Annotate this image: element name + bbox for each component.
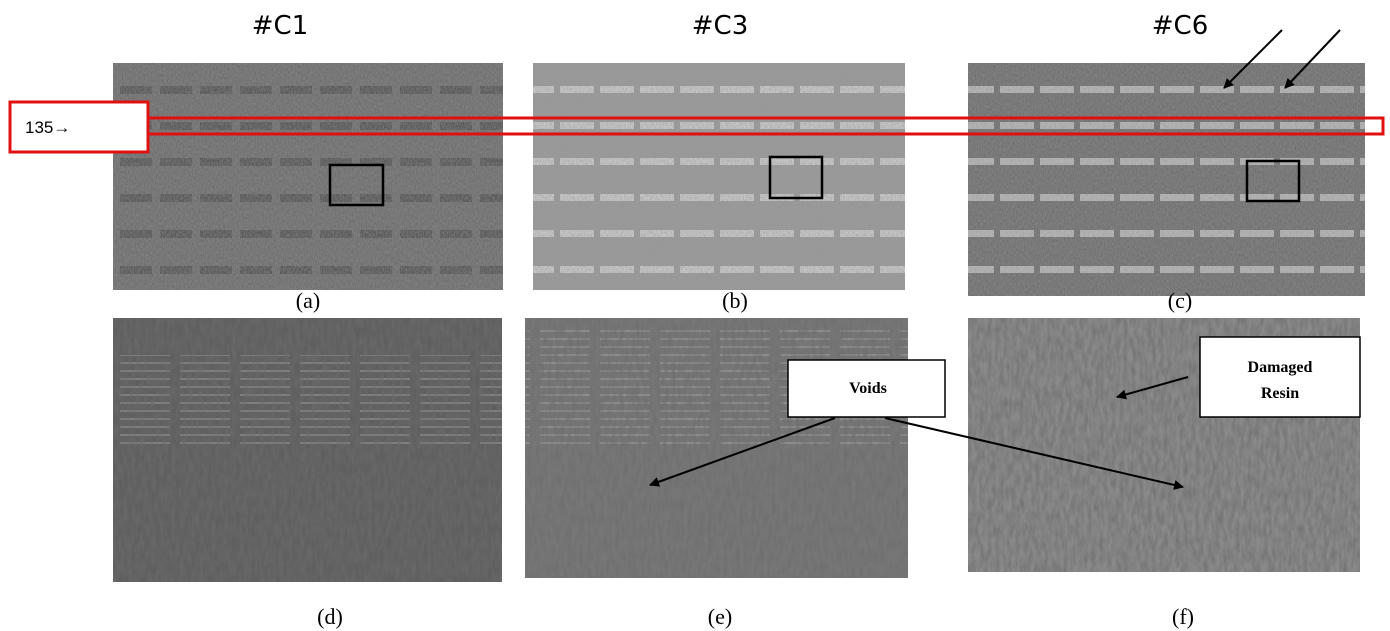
- micrograph: [525, 318, 908, 578]
- panel-label: (d): [317, 604, 343, 629]
- callout-text: Damaged: [1248, 359, 1313, 376]
- panel-label: (c): [1168, 288, 1192, 313]
- micrograph: [113, 318, 502, 582]
- page: #C1 #C3 #C6 (a) (b) (c) (d) (e) (f) 135: [0, 0, 1390, 631]
- panel-label: (a): [296, 288, 320, 313]
- figure: #C1 #C3 #C6 (a) (b) (c) (d) (e) (f) 135: [0, 0, 1390, 631]
- row-marker: 135→: [25, 118, 70, 137]
- micrograph: [533, 63, 905, 290]
- column-title: #C1: [252, 11, 308, 41]
- micrograph: [968, 63, 1365, 296]
- column-title: #C6: [1152, 11, 1208, 41]
- panel-label: (e): [708, 604, 732, 629]
- panel-label: (f): [1172, 604, 1194, 629]
- callout-text: Voids: [849, 380, 887, 397]
- callout-box: [1200, 337, 1360, 417]
- panel-label: (b): [722, 288, 748, 313]
- micrograph: [113, 63, 503, 290]
- callout-text: Resin: [1261, 385, 1299, 402]
- column-title: #C3: [692, 11, 748, 41]
